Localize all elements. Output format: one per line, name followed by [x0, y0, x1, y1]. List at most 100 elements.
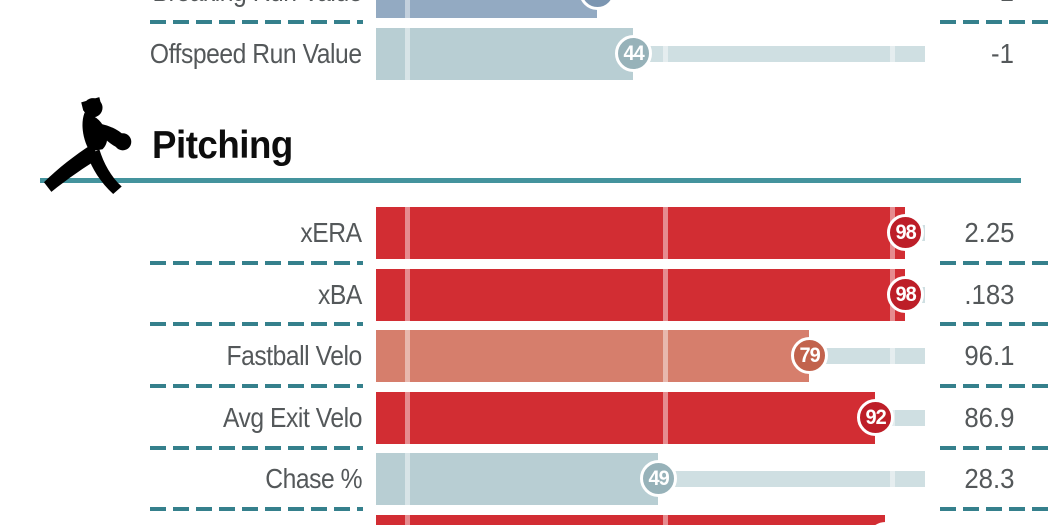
percentile-gridline: [663, 207, 668, 259]
percentile-track: 49: [376, 453, 925, 505]
stat-value: -1: [930, 28, 1014, 80]
row-label-text: Fastball Velo: [226, 340, 363, 371]
percentile-badge[interactable]: 49: [640, 460, 677, 497]
row-label: Avg Exit Velo: [0, 392, 362, 444]
percentile-gridline: [405, 28, 410, 80]
percentile-number: 98: [895, 220, 916, 244]
section-title-pitching: Pitching: [152, 124, 302, 168]
percentile-row: Whiff % 94 33.2: [0, 515, 1050, 525]
percentile-row: Avg Exit Velo 92 86.9: [0, 392, 1050, 444]
percentile-track: 98: [376, 269, 925, 321]
percentile-badge[interactable]: 98: [887, 276, 924, 313]
percentile-bar-fill[interactable]: [376, 207, 905, 259]
row-separator: [150, 384, 363, 388]
percentile-number: 37: [587, 0, 608, 4]
percentile-badge[interactable]: 92: [857, 399, 894, 436]
percentile-gridline: [405, 207, 410, 259]
row-label-text: Breaking Run Value: [153, 0, 363, 8]
percentile-number: 92: [865, 405, 886, 429]
percentile-gridline: [405, 453, 410, 505]
percentile-bar-fill[interactable]: [376, 0, 597, 18]
percentile-bar-fill[interactable]: [376, 453, 658, 505]
percentile-bar-fill[interactable]: [376, 392, 875, 444]
stat-value: -1: [930, 0, 1014, 18]
row-separator: [940, 384, 1050, 388]
stat-value: .183: [930, 269, 1014, 321]
stat-value-text: 96.1: [963, 340, 1014, 371]
percentile-number: 98: [895, 282, 916, 306]
percentile-gridline: [890, 0, 895, 18]
percentile-gridline: [405, 0, 410, 18]
percentile-badge[interactable]: 98: [887, 214, 924, 251]
stat-value-text: 2.25: [963, 217, 1014, 248]
stat-value-text: 28.3: [963, 463, 1014, 494]
percentile-track: 98: [376, 207, 925, 259]
row-label: Whiff %: [0, 515, 362, 525]
percentile-row: Fastball Velo 79 96.1: [0, 330, 1050, 382]
percentile-gridline: [405, 515, 410, 525]
percentile-gridline: [890, 330, 895, 382]
row-label-text: Avg Exit Velo: [222, 402, 362, 433]
percentile-bar-fill[interactable]: [376, 515, 885, 525]
row-separator: [150, 20, 363, 24]
row-label: xBA: [0, 269, 362, 321]
percentile-badge[interactable]: 79: [791, 337, 828, 374]
percentile-track: 94: [376, 515, 925, 525]
percentile-gridline: [405, 330, 410, 382]
section-underline: [40, 178, 1021, 183]
stat-value: 96.1: [930, 330, 1014, 382]
stat-value-text: -1: [991, 0, 1014, 8]
row-separator: [940, 322, 1050, 326]
percentile-badge[interactable]: 44: [615, 35, 652, 72]
row-label: Offspeed Run Value: [0, 28, 362, 80]
percentile-track: 44: [376, 28, 925, 80]
percentile-gridline: [663, 269, 668, 321]
stat-value-text: .183: [963, 279, 1014, 310]
percentile-number: 49: [648, 466, 669, 490]
row-separator: [150, 446, 363, 450]
percentile-bar-fill[interactable]: [376, 28, 633, 80]
row-separator: [150, 507, 363, 511]
row-label: Chase %: [0, 453, 362, 505]
percentile-number: 44: [623, 41, 644, 65]
row-label-text: xERA: [300, 217, 363, 248]
percentile-gridline: [405, 392, 410, 444]
percentile-bar-fill[interactable]: [376, 269, 905, 321]
row-label: xERA: [0, 207, 363, 259]
row-separator: [940, 507, 1050, 511]
percentile-number: 79: [799, 343, 820, 367]
percentile-track: 79: [376, 330, 925, 382]
percentile-gridline: [663, 330, 668, 382]
stat-value: 33.2: [930, 515, 1014, 525]
percentile-track: 92: [376, 392, 925, 444]
percentile-gridline: [663, 515, 668, 525]
percentile-gridline: [663, 392, 668, 444]
row-label-text: xBA: [318, 279, 362, 310]
percentile-track: 37: [376, 0, 925, 18]
pitcher-icon: [43, 97, 132, 194]
stat-value-text: 86.9: [963, 402, 1014, 433]
stat-value-text: -1: [991, 38, 1014, 69]
row-label: Fastball Velo: [0, 330, 363, 382]
stat-value: 28.3: [930, 453, 1014, 505]
percentile-row: xERA 98 2.25: [0, 207, 1050, 259]
row-label-text: Chase %: [265, 463, 362, 494]
row-label-text: Offspeed Run Value: [150, 38, 362, 69]
section-title-text: Pitching: [152, 124, 293, 167]
percentile-gridline: [663, 28, 668, 80]
percentile-row: Breaking Run Value 37 -1: [0, 0, 1050, 18]
stat-value: 86.9: [930, 392, 1014, 444]
percentile-gridline: [890, 515, 895, 525]
row-separator: [940, 446, 1050, 450]
percentile-row: xBA 98 .183: [0, 269, 1050, 321]
row-separator: [940, 261, 1050, 265]
percentile-row: Chase % 49 28.3: [0, 453, 1050, 505]
percentile-gridline: [890, 28, 895, 80]
percentile-bar-fill[interactable]: [376, 330, 809, 382]
stat-value: 2.25: [930, 207, 1014, 259]
row-separator: [150, 261, 363, 265]
percentile-gridline: [663, 0, 668, 18]
row-separator: [940, 20, 1050, 24]
percentile-gridline: [405, 269, 410, 321]
